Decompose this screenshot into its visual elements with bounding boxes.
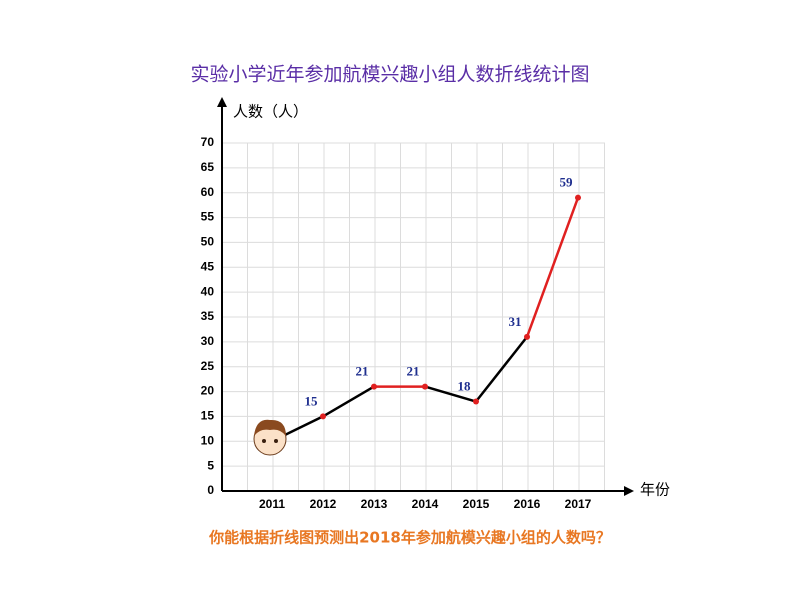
y-tick-label: 65 xyxy=(201,160,215,174)
y-tick-label: 10 xyxy=(201,433,215,447)
y-tick-label: 30 xyxy=(201,334,215,348)
y-tick-label: 20 xyxy=(201,384,215,398)
data-label: 59 xyxy=(560,175,574,190)
x-tick-label: 2016 xyxy=(514,497,541,511)
y-tick-label: 15 xyxy=(201,409,215,423)
y-tick-label: 25 xyxy=(201,359,215,373)
x-arrow xyxy=(624,486,634,496)
x-tick-label: 2013 xyxy=(361,497,388,511)
point xyxy=(473,398,479,405)
grid: 0 5 10 15 20 25 30 35 40 45 50 55 60 65 70 2011 2012 2013… xyxy=(201,135,605,511)
y-tick-label: 70 xyxy=(201,135,215,149)
x-tick-label: 2011 xyxy=(259,497,285,511)
x-tick-label: 2014 xyxy=(412,497,439,511)
point xyxy=(524,333,530,340)
data-label: 31 xyxy=(509,314,522,329)
line-segment xyxy=(322,385,375,418)
y-tick-label: 35 xyxy=(201,309,215,323)
y-tick-label: 40 xyxy=(201,284,215,298)
point xyxy=(575,194,581,201)
chart-title: 实验小学近年参加航模兴趣小组人数折线统计图 xyxy=(190,64,589,86)
point xyxy=(371,383,377,390)
data-label: 21 xyxy=(356,364,369,379)
line-segment xyxy=(525,197,580,338)
x-axis-label: 年份 xyxy=(640,481,670,499)
point xyxy=(422,383,428,390)
y-tick-label: 60 xyxy=(201,185,215,199)
data-label: 21 xyxy=(407,364,420,379)
boy-icon xyxy=(253,419,287,456)
y-arrow xyxy=(217,97,227,107)
point xyxy=(320,413,326,420)
question: 你能根据折线图预测出2018年参加航模兴趣小组的人数吗？ xyxy=(208,529,611,547)
x-tick-label: 2012 xyxy=(310,497,337,511)
data-label: 18 xyxy=(458,378,472,393)
y-tick-label: 50 xyxy=(201,235,215,249)
x-tick-label: 2017 xyxy=(565,497,592,511)
y-tick-label: 0 xyxy=(207,483,214,497)
data-label: 15 xyxy=(305,393,319,408)
y-tick-label: 5 xyxy=(207,458,214,472)
x-tick-label: 2015 xyxy=(463,497,490,511)
y-axis-label: 人数（人） xyxy=(233,103,308,121)
y-tick-label: 45 xyxy=(201,259,215,273)
marks: 15 21 21 18 31 59 xyxy=(269,175,581,445)
y-tick-label: 55 xyxy=(201,210,215,224)
line-segment xyxy=(475,336,528,403)
line-segment xyxy=(424,385,477,403)
